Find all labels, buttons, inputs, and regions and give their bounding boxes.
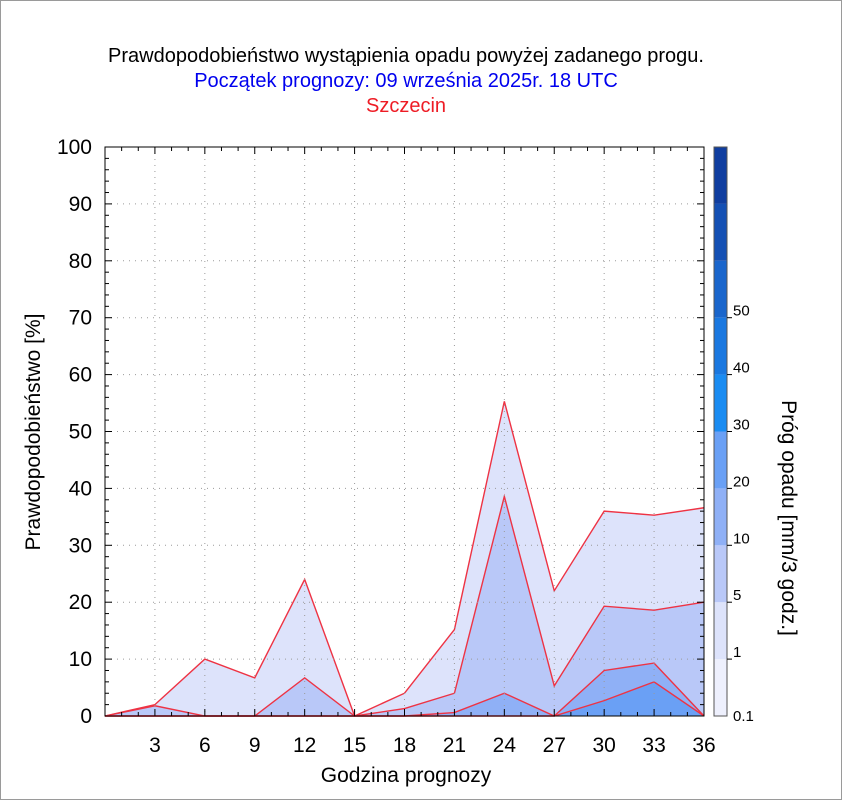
colorbar-segment — [714, 147, 727, 204]
x-tick-label: 36 — [692, 734, 715, 757]
colorbar-segment — [714, 488, 727, 546]
x-tick-label: 6 — [199, 734, 211, 757]
colorbar-segment — [714, 431, 727, 489]
x-tick-label: 12 — [293, 734, 316, 757]
x-tick-label: 9 — [249, 734, 261, 757]
colorbar-segment — [714, 260, 727, 318]
colorbar-segment — [714, 545, 727, 603]
y-tick-label: 90 — [69, 193, 92, 216]
chart-title: Prawdopodobieństwo wystąpienia opadu pow… — [108, 45, 704, 67]
colorbar-tick-label: 20 — [733, 473, 750, 490]
colorbar-segment — [714, 203, 727, 261]
y-tick-label: 50 — [69, 421, 92, 444]
x-tick-label: 27 — [543, 734, 566, 757]
y-tick-label: 30 — [69, 534, 92, 557]
colorbar-tick-label: 10 — [733, 530, 750, 547]
x-tick-label: 30 — [592, 734, 615, 757]
chart-subtitle: Początek prognozy: 09 września 2025r. 18… — [194, 70, 618, 92]
area-threshold-0 — [105, 401, 704, 716]
y-tick-label: 10 — [69, 648, 92, 671]
colorbar-label: Próg opadu [mm/3 godz.] — [777, 400, 800, 636]
y-axis-label: Prawdopodobieństwo [%] — [22, 314, 45, 551]
y-tick-label: 60 — [69, 364, 92, 387]
y-tick-label: 80 — [69, 250, 92, 273]
colorbar-tick-label: 30 — [733, 417, 750, 434]
x-tick-label: 24 — [493, 734, 517, 757]
colorbar-segment — [714, 659, 727, 716]
y-tick-label: 40 — [69, 477, 92, 500]
colorbar-tick-label: 40 — [733, 360, 750, 377]
x-tick-label: 21 — [443, 734, 466, 757]
area-threshold-3 — [105, 681, 704, 716]
x-tick-label: 3 — [149, 734, 161, 757]
y-tick-label: 20 — [69, 591, 92, 614]
colorbar-segment — [714, 602, 727, 660]
colorbar-tick-label: 5 — [733, 587, 741, 604]
colorbar-tick-label: 50 — [733, 303, 750, 320]
x-tick-label: 15 — [343, 734, 366, 757]
colorbar-tick-label: 1 — [733, 644, 741, 661]
x-tick-label: 33 — [642, 734, 665, 757]
chart-location: Szczecin — [366, 95, 446, 117]
colorbar-tick-label: 0.1 — [733, 708, 754, 725]
x-tick-label: 18 — [393, 734, 416, 757]
y-tick-label: 100 — [57, 136, 92, 159]
y-tick-label: 70 — [69, 307, 92, 330]
colorbar-segment — [714, 374, 727, 432]
colorbar-segment — [714, 317, 727, 375]
y-tick-label: 0 — [80, 705, 92, 728]
x-axis-label: Godzina prognozy — [321, 764, 492, 787]
